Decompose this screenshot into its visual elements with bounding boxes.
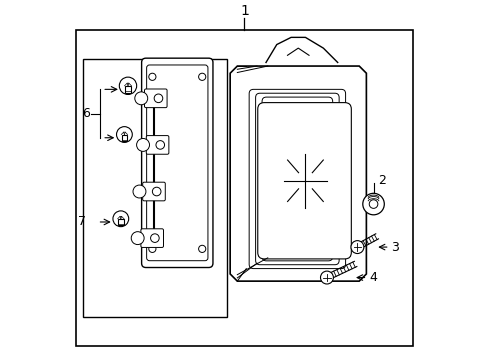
Bar bbox=[124, 86, 131, 93]
Circle shape bbox=[148, 245, 156, 252]
Circle shape bbox=[135, 92, 147, 105]
Text: 2: 2 bbox=[377, 174, 385, 187]
Circle shape bbox=[148, 73, 156, 80]
FancyBboxPatch shape bbox=[142, 58, 212, 267]
Circle shape bbox=[131, 232, 144, 244]
Circle shape bbox=[368, 200, 377, 208]
Bar bbox=[118, 219, 123, 225]
FancyBboxPatch shape bbox=[142, 182, 165, 201]
Circle shape bbox=[156, 141, 164, 149]
FancyBboxPatch shape bbox=[141, 229, 163, 247]
Polygon shape bbox=[230, 66, 366, 281]
Circle shape bbox=[154, 94, 163, 103]
Circle shape bbox=[362, 193, 384, 215]
Text: 1: 1 bbox=[240, 4, 248, 18]
Text: 3: 3 bbox=[391, 240, 399, 253]
Circle shape bbox=[350, 240, 363, 253]
FancyBboxPatch shape bbox=[144, 89, 167, 108]
Circle shape bbox=[198, 73, 205, 80]
Circle shape bbox=[152, 187, 161, 196]
FancyBboxPatch shape bbox=[146, 136, 168, 154]
Circle shape bbox=[133, 185, 145, 198]
FancyBboxPatch shape bbox=[146, 65, 207, 261]
Circle shape bbox=[113, 211, 128, 227]
Text: 7: 7 bbox=[78, 216, 86, 229]
Circle shape bbox=[198, 245, 205, 252]
Text: 4: 4 bbox=[368, 271, 376, 284]
Text: 5: 5 bbox=[271, 174, 279, 187]
Circle shape bbox=[320, 271, 333, 284]
Text: 6: 6 bbox=[81, 107, 89, 120]
Circle shape bbox=[119, 77, 136, 94]
Circle shape bbox=[136, 139, 149, 151]
Bar bbox=[76, 30, 412, 346]
Circle shape bbox=[116, 127, 132, 143]
Bar bbox=[83, 59, 226, 317]
FancyBboxPatch shape bbox=[257, 103, 350, 259]
Circle shape bbox=[150, 234, 159, 242]
Bar bbox=[122, 135, 127, 141]
